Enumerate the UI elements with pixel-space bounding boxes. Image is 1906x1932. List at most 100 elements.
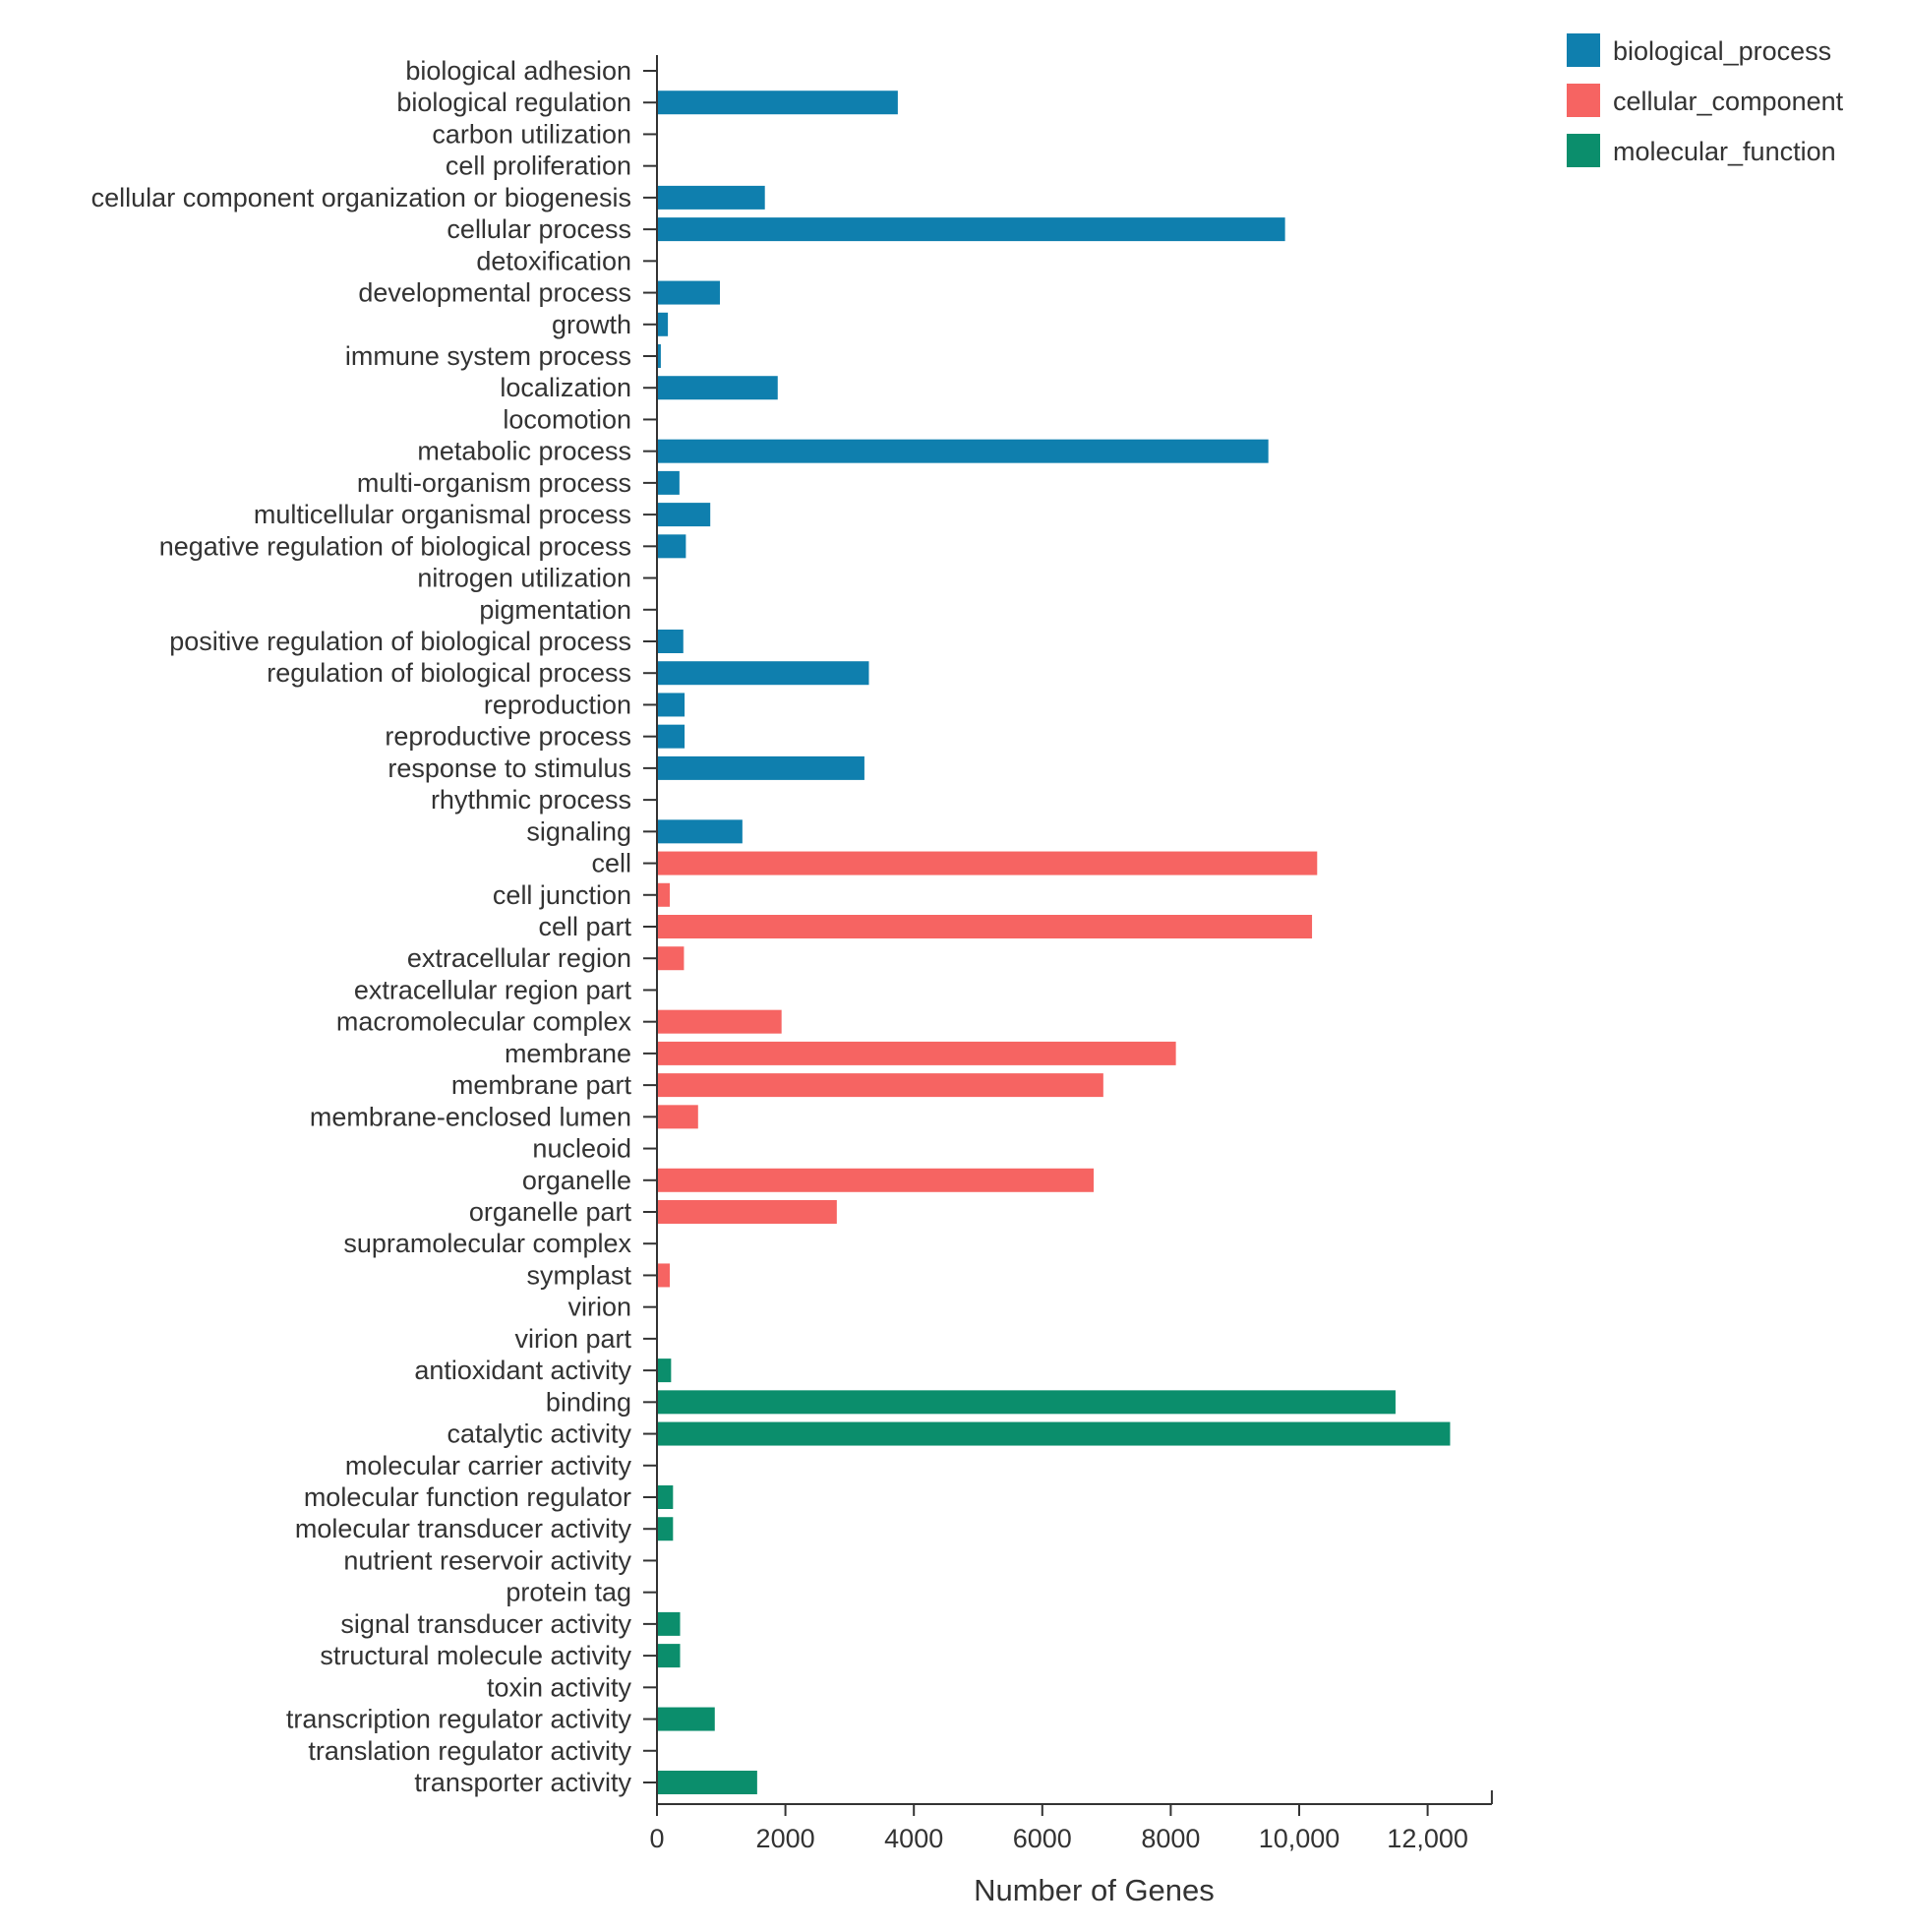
category-label: cell junction bbox=[493, 880, 631, 910]
x-tick-label: 2000 bbox=[756, 1824, 815, 1853]
bar-organelle bbox=[657, 1168, 1095, 1192]
category-label: developmental process bbox=[358, 278, 631, 308]
category-label: multicellular organismal process bbox=[254, 500, 631, 529]
category-label: cellular component organization or bioge… bbox=[91, 183, 631, 212]
category-label: transcription regulator activity bbox=[286, 1705, 632, 1734]
category-label: supramolecular complex bbox=[343, 1229, 631, 1258]
bar-regulation-of-biological-process bbox=[657, 661, 869, 686]
bars-layer bbox=[657, 91, 1451, 1794]
category-label: growth bbox=[552, 310, 631, 339]
bar-cell-junction bbox=[657, 882, 671, 907]
category-label: extracellular region part bbox=[354, 975, 632, 1004]
category-label: positive regulation of biological proces… bbox=[169, 627, 631, 656]
bar-organelle-part bbox=[657, 1200, 837, 1224]
category-label: binding bbox=[546, 1387, 631, 1417]
category-label: cell part bbox=[538, 912, 631, 941]
category-label: catalytic activity bbox=[447, 1419, 631, 1449]
bar-biological-regulation bbox=[657, 91, 898, 115]
category-label: reproductive process bbox=[385, 722, 631, 752]
category-label: detoxification bbox=[476, 246, 631, 275]
bar-transporter-activity bbox=[657, 1771, 757, 1794]
x-tick-label: 10,000 bbox=[1259, 1824, 1340, 1853]
legend: biological_process cellular_componentmole… bbox=[1567, 33, 1844, 167]
bar-localization bbox=[657, 376, 778, 400]
category-label: protein tag bbox=[506, 1578, 631, 1607]
bar-developmental-process bbox=[657, 280, 720, 305]
category-label: immune system process bbox=[345, 341, 631, 371]
category-label: multi-organism process bbox=[357, 468, 631, 498]
category-label: rhythmic process bbox=[431, 785, 631, 815]
category-label: negative regulation of biological proces… bbox=[159, 531, 631, 561]
bar-macromolecular-complex bbox=[657, 1009, 782, 1034]
x-axis-title: Number of Genes bbox=[974, 1873, 1215, 1907]
bar-binding bbox=[657, 1390, 1396, 1415]
x-axis-ticks: 0 2000 4000 6000 8000 10,000 12,000 bbox=[649, 1790, 1493, 1853]
bar-response-to-stimulus bbox=[657, 755, 864, 780]
category-label: virion part bbox=[514, 1324, 631, 1354]
category-label: transporter activity bbox=[414, 1768, 631, 1797]
bar-multicellular-organismal-process bbox=[657, 503, 711, 527]
legend-swatch-biological-process bbox=[1567, 33, 1600, 67]
bar-molecular-transducer-activity bbox=[657, 1517, 674, 1541]
bar-multi-organism-process bbox=[657, 470, 680, 495]
x-tick-label: 12,000 bbox=[1387, 1824, 1468, 1853]
category-label: molecular transducer activity bbox=[295, 1514, 632, 1543]
category-label: membrane bbox=[505, 1039, 631, 1068]
category-label: toxin activity bbox=[487, 1672, 632, 1702]
category-label: nitrogen utilization bbox=[417, 564, 631, 593]
bar-immune-system-process bbox=[657, 344, 661, 368]
bar-reproductive-process bbox=[657, 724, 685, 749]
category-label: biological adhesion bbox=[405, 56, 631, 86]
category-label: cellular process bbox=[447, 214, 631, 244]
x-tick-label: 4000 bbox=[884, 1824, 943, 1853]
bar-structural-molecule-activity bbox=[657, 1644, 681, 1668]
category-label: membrane part bbox=[451, 1070, 632, 1100]
category-label: extracellular region bbox=[407, 943, 631, 973]
bar-catalytic-activity bbox=[657, 1421, 1451, 1446]
category-label: molecular function regulator bbox=[304, 1482, 631, 1512]
bar-membrane bbox=[657, 1041, 1176, 1065]
x-tick-label: 6000 bbox=[1013, 1824, 1072, 1853]
bar-positive-regulation-of-biological-process bbox=[657, 630, 684, 653]
bar-symplast bbox=[657, 1263, 671, 1288]
bar-cellular-process bbox=[657, 217, 1285, 242]
legend-label-molecular-function: molecular_function bbox=[1613, 137, 1836, 166]
category-label: signal transducer activity bbox=[340, 1609, 631, 1639]
bar-cellular-component-organization-or-biogenesis bbox=[657, 185, 765, 210]
legend-label-cellular-component: cellular_component bbox=[1613, 87, 1844, 116]
category-label: reproduction bbox=[484, 690, 631, 719]
category-label: metabolic process bbox=[417, 437, 631, 466]
category-label: nucleoid bbox=[532, 1134, 631, 1164]
bar-negative-regulation-of-biological-process bbox=[657, 534, 686, 559]
category-label: carbon utilization bbox=[432, 119, 631, 149]
bar-metabolic-process bbox=[657, 439, 1269, 463]
bar-signal-transducer-activity bbox=[657, 1611, 681, 1636]
bar-membrane-part bbox=[657, 1073, 1103, 1098]
category-label: biological regulation bbox=[396, 88, 631, 117]
category-label: molecular carrier activity bbox=[345, 1451, 632, 1480]
category-label: cell proliferation bbox=[446, 151, 631, 181]
category-label: organelle bbox=[522, 1166, 631, 1195]
category-label: macromolecular complex bbox=[336, 1007, 632, 1037]
bar-transcription-regulator-activity bbox=[657, 1707, 715, 1731]
category-label: locomotion bbox=[503, 404, 631, 434]
category-label: membrane-enclosed lumen bbox=[310, 1102, 631, 1131]
bar-cell-part bbox=[657, 915, 1313, 938]
category-label: translation regulator activity bbox=[308, 1736, 631, 1766]
legend-label-biological-process: biological_process bbox=[1613, 36, 1831, 66]
category-label: symplast bbox=[526, 1260, 631, 1290]
category-label: response to stimulus bbox=[387, 754, 631, 783]
bar-molecular-function-regulator bbox=[657, 1485, 674, 1509]
x-tick-label: 8000 bbox=[1141, 1824, 1200, 1853]
bar-membrane-enclosed-lumen bbox=[657, 1105, 698, 1129]
bar-reproduction bbox=[657, 693, 685, 717]
category-label: pigmentation bbox=[479, 595, 631, 625]
x-tick-label: 0 bbox=[649, 1824, 664, 1853]
category-label: regulation of biological process bbox=[267, 658, 631, 688]
bar-cell bbox=[657, 851, 1318, 875]
bar-extracellular-region bbox=[657, 946, 685, 971]
category-label: signaling bbox=[526, 816, 631, 846]
